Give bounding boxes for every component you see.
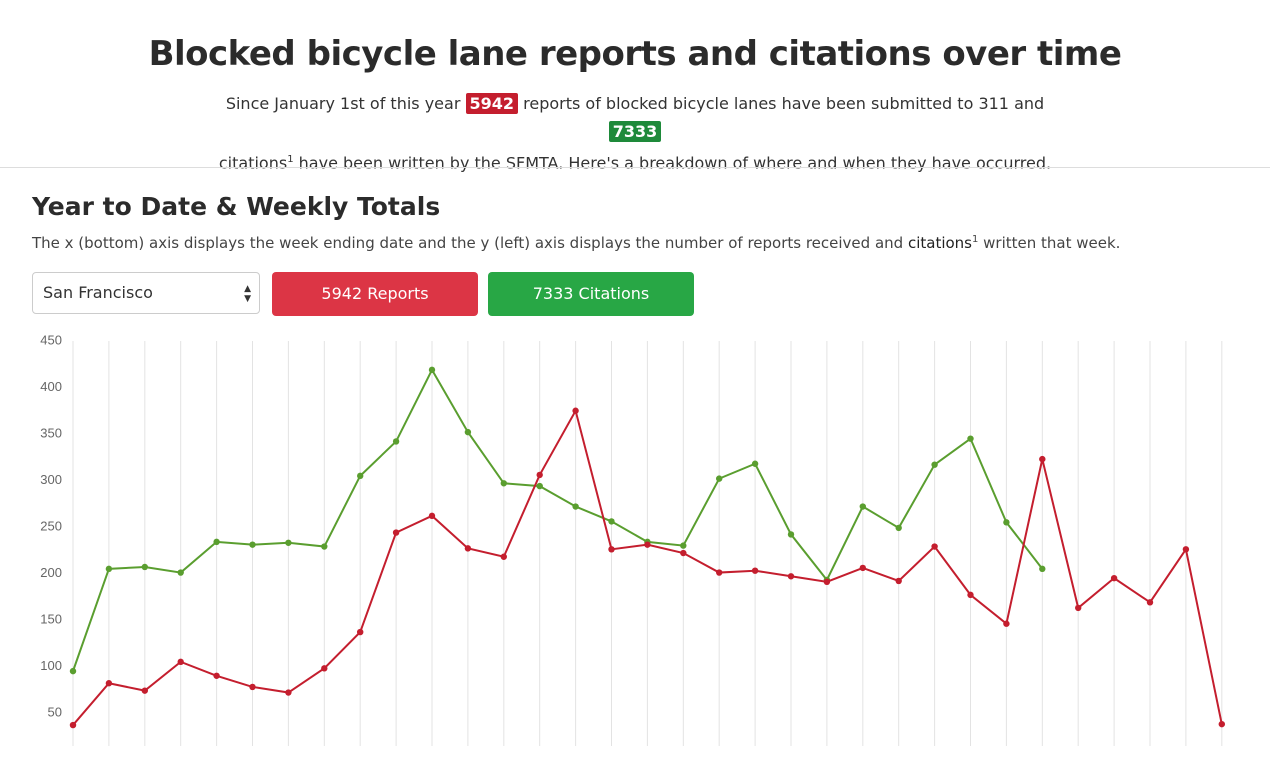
data-point: [105, 565, 113, 573]
data-point: [536, 471, 543, 479]
data-point: [967, 591, 974, 599]
page-title: Blocked bicycle lane reports and citatio…: [148, 34, 1122, 74]
desc-bold: citations: [907, 234, 972, 252]
data-point: [572, 503, 579, 510]
data-point: [644, 541, 651, 548]
footnote-mark: 1: [972, 234, 979, 245]
data-point: [285, 689, 292, 696]
lead-text: citations: [218, 153, 288, 173]
data-point: [680, 549, 687, 557]
chart: 50 100 150 200 250 300 350 400 450: [40, 332, 1226, 746]
data-point: [105, 680, 113, 687]
data-point: [751, 567, 759, 574]
y-tick-label: 350: [40, 425, 62, 440]
data-point: [608, 546, 615, 553]
data-point: [787, 573, 795, 580]
data-point: [608, 518, 615, 525]
data-point: [859, 564, 866, 572]
data-point: [1075, 604, 1082, 612]
y-tick-label: 50: [48, 704, 62, 719]
data-point: [572, 407, 579, 414]
select-arrows: ▲ ▼: [244, 284, 251, 304]
divider: [0, 167, 1270, 168]
data-point: [931, 461, 938, 468]
data-point: [428, 366, 436, 374]
data-point: [895, 524, 902, 532]
citations-badge: 7333: [608, 121, 662, 142]
y-tick-label: 400: [40, 379, 62, 394]
data-point: [1003, 620, 1010, 627]
y-tick-label: 250: [40, 518, 62, 533]
data-point: [716, 569, 723, 576]
data-point: [141, 687, 148, 694]
data-point: [357, 472, 364, 480]
data-point: [357, 628, 364, 636]
lead-paragraph: Since January 1st of this year 5942 repo…: [200, 90, 1070, 177]
data-point: [321, 543, 328, 550]
y-tick-label: 150: [40, 611, 62, 626]
data-point: [428, 512, 436, 520]
desc-text: written that week.: [983, 234, 1121, 252]
data-point: [464, 428, 472, 436]
data-point: [285, 539, 292, 546]
data-point: [787, 531, 795, 538]
data-point: [1003, 519, 1010, 526]
data-point: [500, 480, 507, 487]
data-point: [895, 577, 902, 585]
select-value: San Francisco: [43, 283, 153, 302]
y-tick-label: 100: [40, 658, 62, 673]
data-point: [213, 538, 220, 546]
data-point: [931, 543, 938, 550]
series-line: [72, 367, 1044, 672]
reports-badge: 5942: [465, 93, 519, 114]
data-point: [1039, 565, 1046, 573]
data-point: [751, 460, 759, 467]
data-point: [1110, 574, 1118, 582]
data-point: [177, 569, 184, 576]
data-point: [1218, 720, 1226, 728]
data-point: [1182, 546, 1190, 553]
data-point: [321, 665, 328, 672]
data-point: [141, 563, 148, 571]
y-tick-label: 300: [40, 472, 62, 487]
y-tick-label: 200: [40, 565, 62, 580]
data-point: [69, 721, 77, 729]
lead-text: have been written by the SFMTA. Here's a…: [298, 153, 1052, 173]
data-point: [1039, 455, 1046, 463]
citations-button[interactable]: 7333 Citations: [488, 272, 694, 316]
data-point: [536, 482, 543, 490]
data-point: [249, 541, 256, 548]
section-heading: Year to Date & Weekly Totals: [32, 192, 441, 221]
data-point: [680, 542, 687, 549]
footnote-mark: 1: [287, 154, 294, 165]
data-point: [464, 545, 472, 552]
lead-text: reports of blocked bicycle lanes have be…: [523, 94, 1045, 113]
y-tick-label: 450: [40, 332, 62, 347]
data-point: [859, 503, 866, 510]
data-point: [967, 435, 974, 442]
data-point: [392, 438, 400, 445]
data-point: [213, 672, 220, 679]
lead-text: Since January 1st of this year: [225, 94, 461, 113]
data-point: [500, 553, 507, 560]
reports-button[interactable]: 5942 Reports: [272, 272, 478, 316]
desc-text: The x (bottom) axis displays the week en…: [32, 234, 904, 252]
data-point: [392, 529, 400, 536]
section-description: The x (bottom) axis displays the week en…: [32, 234, 1120, 252]
data-point: [249, 683, 256, 691]
data-point: [177, 658, 184, 666]
data-point: [1146, 599, 1154, 606]
data-point: [69, 667, 77, 675]
region-select[interactable]: San Francisco ▲ ▼: [32, 272, 260, 314]
data-point: [716, 475, 723, 482]
data-point: [823, 578, 831, 586]
